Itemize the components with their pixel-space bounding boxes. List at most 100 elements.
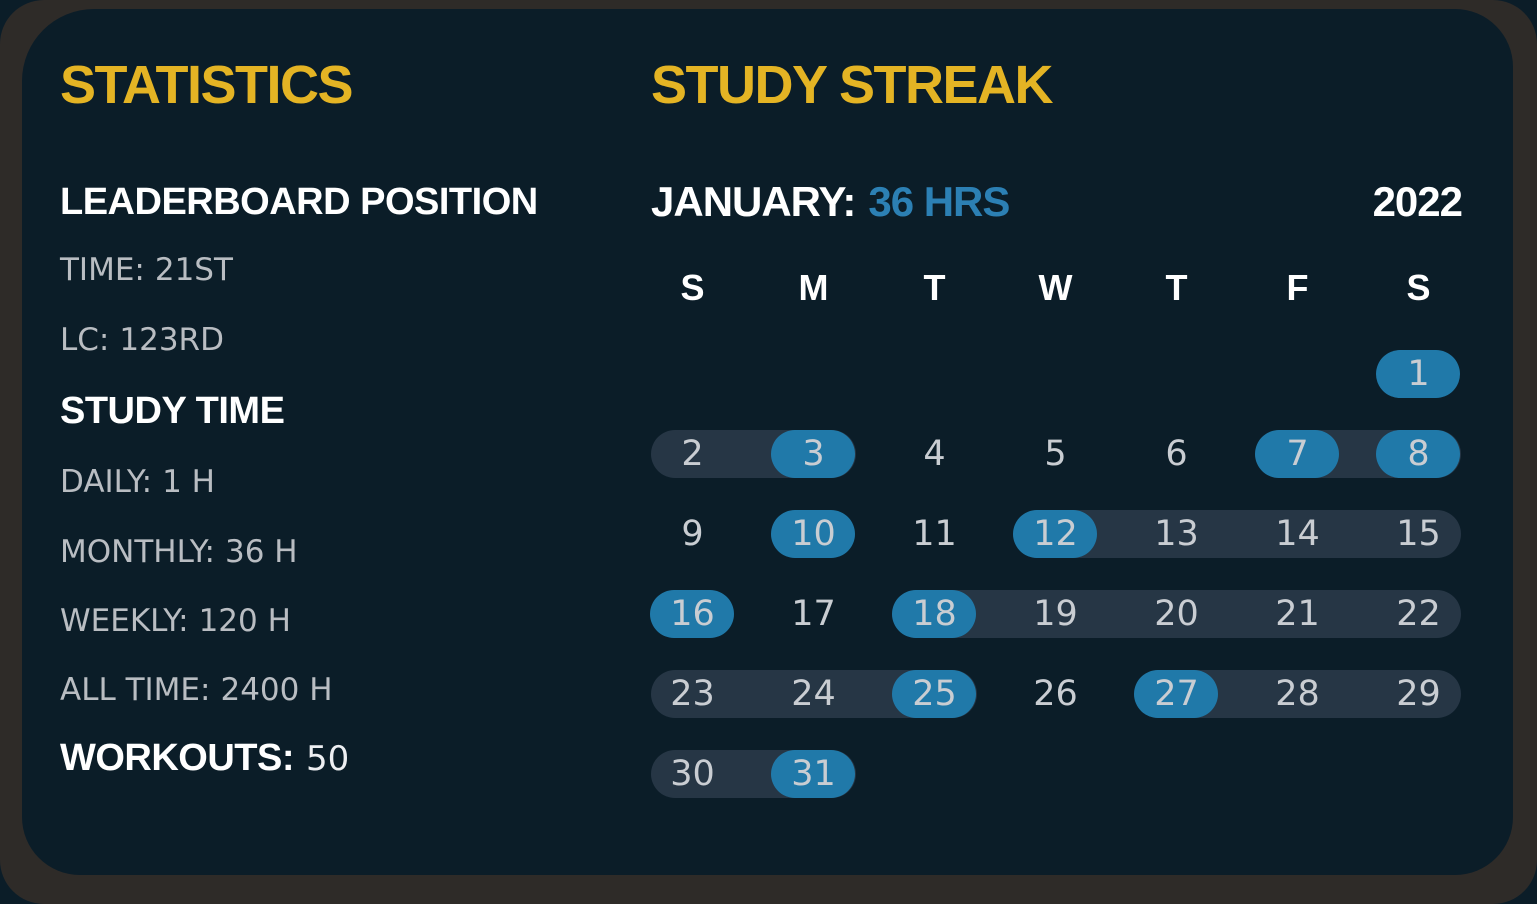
calendar-day[interactable]: 17 bbox=[753, 590, 874, 638]
weekday-label: W bbox=[1038, 267, 1073, 308]
calendar-week-row: 2 3 4 5 6 7 8 bbox=[632, 430, 1479, 478]
weekday-label: S bbox=[680, 267, 705, 308]
streak-band bbox=[892, 590, 1461, 638]
calendar-day[interactable]: 14 bbox=[1237, 510, 1358, 558]
workouts-value: 50 bbox=[306, 739, 350, 779]
weekday-label: F bbox=[1286, 267, 1309, 308]
calendar-day[interactable]: 11 bbox=[874, 510, 995, 558]
day-number: 20 bbox=[1154, 593, 1199, 634]
stat-label: DAILY: bbox=[60, 464, 153, 500]
calendar-day[interactable]: 5 bbox=[995, 430, 1116, 478]
stat-row-weekly: WEEKLY: 120 H bbox=[60, 606, 291, 637]
day-number: 10 bbox=[791, 513, 836, 554]
calendar-day[interactable]: 28 bbox=[1237, 670, 1358, 718]
stat-label: MONTHLY: bbox=[60, 534, 215, 570]
day-number: 23 bbox=[670, 673, 715, 714]
day-number: 31 bbox=[791, 753, 836, 794]
weekday-label: T bbox=[1165, 267, 1188, 308]
calendar-day-active[interactable]: 27 bbox=[1116, 670, 1237, 718]
day-number: 16 bbox=[670, 593, 715, 634]
calendar-week-row: 16 17 18 19 20 21 22 bbox=[632, 590, 1479, 638]
day-number: 25 bbox=[912, 673, 957, 714]
day-number: 2 bbox=[681, 433, 704, 474]
calendar-day[interactable]: 6 bbox=[1116, 430, 1237, 478]
calendar-day-active[interactable]: 12 bbox=[995, 510, 1116, 558]
day-number: 7 bbox=[1286, 433, 1309, 474]
stat-value: 123RD bbox=[119, 322, 224, 358]
stat-value: 36 H bbox=[225, 534, 298, 570]
stat-value: 1 H bbox=[162, 464, 215, 500]
stat-row-time: TIME: 21ST bbox=[60, 255, 233, 286]
calendar-week-row: 1 bbox=[632, 350, 1479, 398]
day-number: 5 bbox=[1044, 433, 1067, 474]
stat-value: 21ST bbox=[154, 252, 233, 288]
calendar-day[interactable]: 23 bbox=[632, 670, 753, 718]
weekday-label: S bbox=[1406, 267, 1431, 308]
calendar-day[interactable]: 13 bbox=[1116, 510, 1237, 558]
day-number: 4 bbox=[923, 433, 946, 474]
month-label: JANUARY: bbox=[651, 178, 856, 225]
day-number: 8 bbox=[1407, 433, 1430, 474]
day-number: 11 bbox=[912, 513, 957, 554]
stat-label: LC: bbox=[60, 322, 110, 358]
day-number: 21 bbox=[1275, 593, 1320, 634]
calendar-week-row: 23 24 25 26 27 28 29 bbox=[632, 670, 1479, 718]
day-number: 12 bbox=[1033, 513, 1078, 554]
day-number: 14 bbox=[1275, 513, 1320, 554]
calendar-day[interactable]: 4 bbox=[874, 430, 995, 478]
stat-value: 2400 H bbox=[220, 672, 333, 708]
calendar-day[interactable]: 26 bbox=[995, 670, 1116, 718]
calendar-day[interactable]: 24 bbox=[753, 670, 874, 718]
calendar-day-active[interactable]: 25 bbox=[874, 670, 995, 718]
calendar-day[interactable]: 21 bbox=[1237, 590, 1358, 638]
calendar-week-row: 30 31 bbox=[632, 750, 1479, 798]
calendar-day-active[interactable]: 10 bbox=[753, 510, 874, 558]
day-number: 29 bbox=[1396, 673, 1441, 714]
calendar-day[interactable]: 9 bbox=[632, 510, 753, 558]
day-number: 28 bbox=[1275, 673, 1320, 714]
day-number: 9 bbox=[681, 513, 704, 554]
calendar-day-active[interactable]: 3 bbox=[753, 430, 874, 478]
day-number: 30 bbox=[670, 753, 715, 794]
calendar-day[interactable]: 30 bbox=[632, 750, 753, 798]
workouts-heading: WORKOUTS: 50 bbox=[60, 739, 349, 777]
calendar-day-active[interactable]: 7 bbox=[1237, 430, 1358, 478]
stat-row-alltime: ALL TIME: 2400 H bbox=[60, 675, 333, 706]
day-number: 17 bbox=[791, 593, 836, 634]
weekday-label: M bbox=[798, 267, 829, 308]
month-hours: 36 HRS bbox=[868, 178, 1010, 225]
day-number: 19 bbox=[1033, 593, 1078, 634]
day-number: 22 bbox=[1396, 593, 1441, 634]
calendar-day-active[interactable]: 8 bbox=[1358, 430, 1479, 478]
year-label: 2022 bbox=[1372, 178, 1463, 225]
calendar-day[interactable]: 22 bbox=[1358, 590, 1479, 638]
month-total-group: JANUARY: 36 HRS bbox=[651, 178, 1010, 225]
calendar-day-active[interactable]: 16 bbox=[632, 590, 753, 638]
day-number: 18 bbox=[912, 593, 957, 634]
day-number: 13 bbox=[1154, 513, 1199, 554]
stat-label: WEEKLY: bbox=[60, 603, 189, 639]
day-number: 15 bbox=[1396, 513, 1441, 554]
stat-value: 120 H bbox=[198, 603, 291, 639]
calendar-day-active[interactable]: 1 bbox=[1358, 350, 1479, 398]
calendar-day[interactable]: 29 bbox=[1358, 670, 1479, 718]
day-number: 27 bbox=[1154, 673, 1199, 714]
calendar-day[interactable]: 19 bbox=[995, 590, 1116, 638]
calendar-day[interactable]: 20 bbox=[1116, 590, 1237, 638]
statistics-title: STATISTICS bbox=[60, 55, 354, 115]
month-header: JANUARY: 36 HRS 2022 bbox=[651, 178, 1463, 225]
calendar-day-active[interactable]: 18 bbox=[874, 590, 995, 638]
day-number: 3 bbox=[802, 433, 825, 474]
leaderboard-heading: LEADERBOARD POSITION bbox=[60, 181, 538, 223]
stat-row-lc: LC: 123RD bbox=[60, 325, 224, 356]
calendar-day[interactable]: 15 bbox=[1358, 510, 1479, 558]
day-number: 24 bbox=[791, 673, 836, 714]
stat-label: ALL TIME: bbox=[60, 672, 211, 708]
stat-row-monthly: MONTHLY: 36 H bbox=[60, 537, 298, 568]
calendar-day[interactable]: 2 bbox=[632, 430, 753, 478]
workouts-label: WORKOUTS: bbox=[60, 737, 295, 779]
calendar-day-active[interactable]: 31 bbox=[753, 750, 874, 798]
